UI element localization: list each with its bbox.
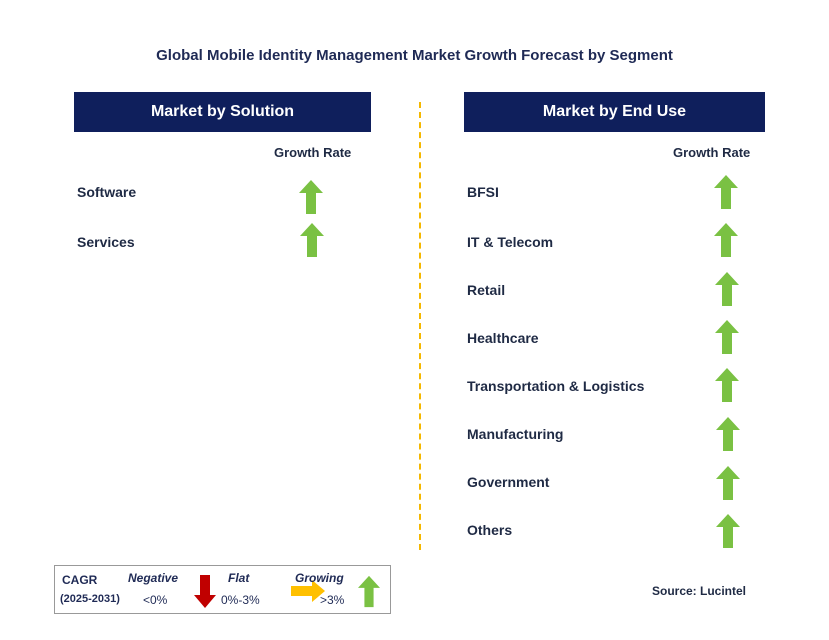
growing-arrow-icon <box>714 175 738 209</box>
end-use-row-label: Healthcare <box>467 330 539 346</box>
end-use-row-label: Retail <box>467 282 506 298</box>
solution-growth-rate-label: Growth Rate <box>274 145 352 160</box>
growing-arrow-icon <box>358 575 380 608</box>
end-use-row-label: Manufacturing <box>467 426 564 442</box>
end-use-row-label: BFSI <box>467 184 499 200</box>
growing-arrow-icon <box>716 417 740 451</box>
legend-flat-label: Flat <box>228 571 250 585</box>
solution-panel-header: Market by Solution <box>74 92 371 132</box>
source-label: Source: Lucintel <box>652 584 747 598</box>
growing-arrow-icon <box>714 223 738 257</box>
panel-divider <box>419 102 421 550</box>
growing-arrow-icon <box>715 272 739 306</box>
end-use-row-label: Government <box>467 474 550 490</box>
growing-arrow-icon <box>716 514 740 548</box>
legend-growing-label: Growing <box>295 571 344 585</box>
legend-negative-label: Negative <box>128 571 179 585</box>
negative-arrow-icon <box>194 575 216 608</box>
solution-row-label: Software <box>77 184 137 200</box>
growing-arrow-icon <box>300 223 324 257</box>
growing-arrow-icon <box>715 320 739 354</box>
growing-arrow-icon <box>299 180 323 214</box>
end-use-row-label: Others <box>467 522 513 538</box>
end-use-growth-rate-label: Growth Rate <box>673 145 751 160</box>
legend-negative-range: <0% <box>143 593 168 607</box>
chart-title: Global Mobile Identity Management Market… <box>156 47 673 64</box>
end-use-row-label: Transportation & Logistics <box>467 378 645 394</box>
legend-growing-range: >3% <box>320 593 345 607</box>
end-use-row-label: IT & Telecom <box>467 234 554 250</box>
legend-period: (2025-2031) <box>60 593 120 605</box>
legend-flat-range: 0%-3% <box>221 593 260 607</box>
cagr-legend: CAGR (2025-2031) Negative <0% Flat 0%-3%… <box>54 565 391 614</box>
growing-arrow-icon <box>716 466 740 500</box>
solution-row-label: Services <box>77 234 135 250</box>
growing-arrow-icon <box>715 368 739 402</box>
legend-cagr-label: CAGR <box>62 573 98 587</box>
end-use-panel-header: Market by End Use <box>464 92 765 132</box>
flat-arrow-icon <box>291 580 325 602</box>
